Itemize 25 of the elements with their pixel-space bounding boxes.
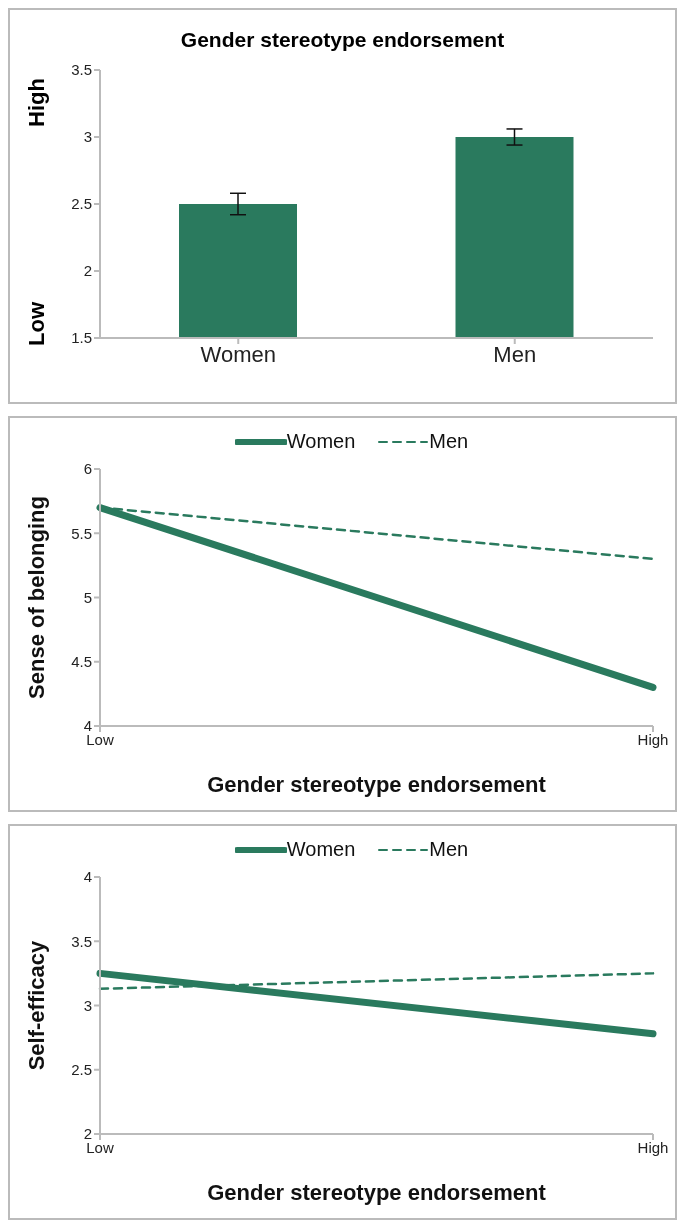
y-tick-label: 1.5: [71, 329, 92, 347]
y-tick-label: 3: [83, 996, 92, 1014]
legend-label: Men: [429, 430, 469, 453]
legend-label: Women: [286, 838, 356, 861]
y-tick-label: 2.5: [71, 1061, 92, 1079]
y-tick-label: 2: [83, 262, 92, 280]
y-tick-label: 4: [83, 717, 92, 735]
chart-title: Gender stereotype endorsement: [179, 27, 506, 52]
y-tick-label: 4.5: [71, 653, 92, 671]
x-axis-title: Gender stereotype endorsement: [207, 1180, 547, 1205]
legend-label: Men: [429, 838, 469, 861]
y-tick-label: 3.5: [71, 932, 92, 950]
y-axis-title: Self-efficacy: [23, 939, 49, 1071]
y-axis-title: Sense of belonging: [23, 496, 49, 699]
y-tick-label: 6: [83, 460, 92, 478]
y-tick-label: 2.5: [71, 195, 92, 213]
y-tick-label: 3: [83, 128, 92, 146]
legend-label: Women: [286, 430, 356, 453]
y-tick-label: 4: [83, 868, 92, 886]
y-tick-label: 5: [83, 588, 92, 606]
y-tick-label: 3.5: [71, 61, 92, 79]
text: High: [24, 78, 50, 127]
y-tick-label: 5.5: [71, 524, 92, 542]
y-tick-label: 2: [83, 1125, 92, 1143]
x-axis-title: Gender stereotype endorsement: [207, 772, 547, 797]
